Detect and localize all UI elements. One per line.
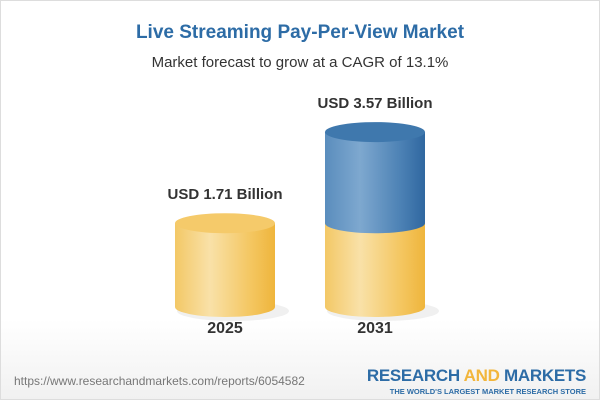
chart-title: Live Streaming Pay-Per-View Market — [135, 22, 465, 43]
category-label: 2025 — [207, 320, 243, 337]
cylinder-2031-base-body — [325, 223, 425, 317]
cylinder-2031-growth-top — [325, 122, 425, 143]
data-label: USD 3.57 Billion — [317, 95, 432, 112]
chart-subtitle: Market forecast to grow at a CAGR of 13.… — [151, 54, 449, 71]
cylinder-2025-body — [175, 223, 275, 317]
cylinder-2025-top — [175, 213, 275, 234]
data-label: USD 1.71 Billion — [167, 186, 282, 203]
research-and-markets-logo: RESEARCH AND MARKETS THE WORLD'S LARGEST… — [366, 366, 586, 396]
category-label: 2031 — [357, 320, 393, 337]
cylinder-2031-growth-body — [325, 132, 425, 234]
source-url[interactable]: https://www.researchandmarkets.com/repor… — [14, 374, 305, 388]
